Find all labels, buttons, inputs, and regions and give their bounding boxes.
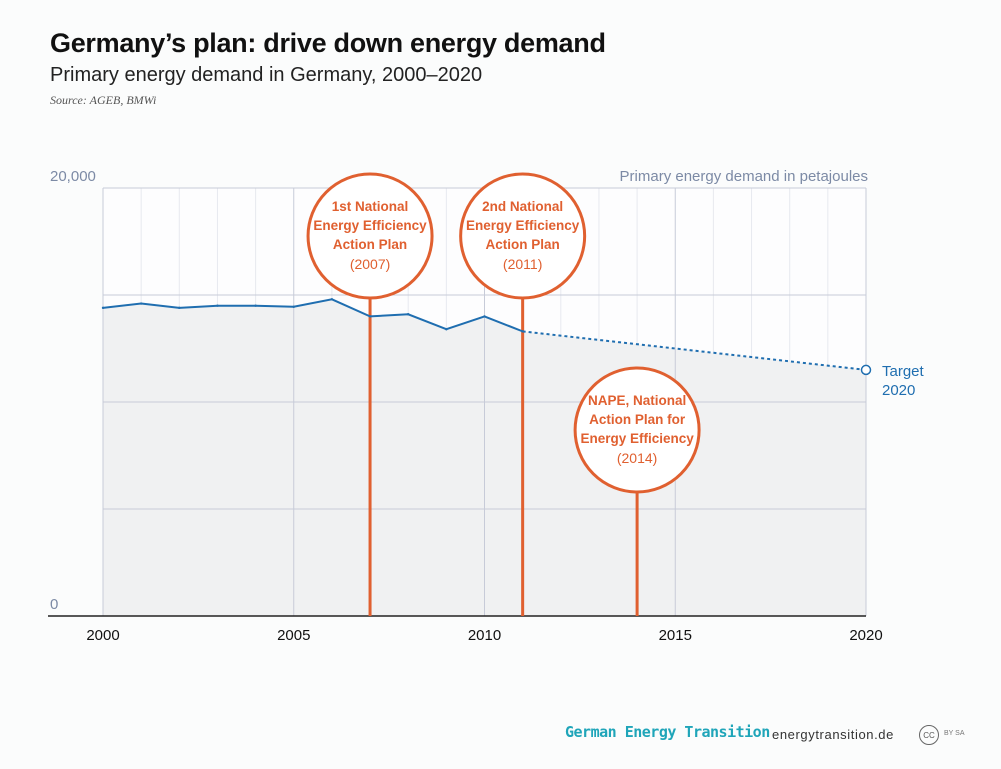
milestone-label: Action Plan for — [589, 412, 686, 427]
y-tick-label: 20,000 — [50, 168, 96, 185]
x-tick-label: 2015 — [659, 627, 692, 644]
milestone-bubble — [573, 366, 701, 494]
footer-site-link[interactable]: energytransition.de — [772, 727, 894, 742]
demand-point — [254, 304, 257, 307]
demand-point — [178, 306, 181, 310]
target-marker — [860, 364, 872, 376]
y-axis-label: Primary energy demand in petajoules — [620, 168, 868, 185]
demand-point — [292, 305, 295, 308]
milestone-label: NAPE, National — [588, 393, 686, 408]
milestone-bubble — [306, 172, 434, 300]
milestone-label: Energy Efficiency — [313, 218, 427, 233]
milestone-label: Energy Efficiency — [580, 431, 694, 446]
y-tick-label: 0 — [50, 596, 58, 613]
demand-point — [368, 315, 372, 318]
x-tick-label: 2020 — [849, 627, 882, 644]
chart-source: Source: AGEB, BMWi — [50, 93, 157, 107]
milestone-label: 1st National — [332, 199, 409, 214]
x-tick-label: 2005 — [277, 627, 310, 644]
demand-point — [139, 302, 143, 305]
demand-point — [407, 313, 410, 316]
target-label: 2020 — [882, 382, 915, 399]
target-label: Target — [882, 363, 925, 380]
cc-license-icon[interactable]: CC — [919, 725, 939, 745]
cc-license-suffix: BY SA — [944, 730, 965, 737]
milestone-label: Action Plan — [486, 237, 560, 252]
milestone-label: Energy Efficiency — [466, 218, 580, 233]
demand-point — [330, 298, 334, 301]
chart-title: Germany’s plan: drive down energy demand — [50, 28, 606, 58]
chart-subtitle: Primary energy demand in Germany, 2000–2… — [50, 64, 483, 86]
demand-line — [102, 298, 524, 333]
demand-point — [483, 315, 486, 318]
milestone-bubble — [459, 172, 587, 300]
milestone-year: (2007) — [350, 256, 390, 272]
x-tick-label: 2000 — [86, 627, 119, 644]
demand-point — [216, 304, 219, 307]
milestone-label: Action Plan — [333, 237, 407, 252]
demand-point — [101, 306, 105, 310]
demand-point — [445, 328, 448, 331]
milestone-year: (2011) — [503, 256, 542, 272]
milestone-label: 2nd National — [482, 199, 563, 214]
footer-brand[interactable]: German Energy Transition — [565, 723, 770, 741]
milestone-year: (2014) — [617, 450, 657, 466]
x-tick-label: 2010 — [468, 627, 501, 644]
